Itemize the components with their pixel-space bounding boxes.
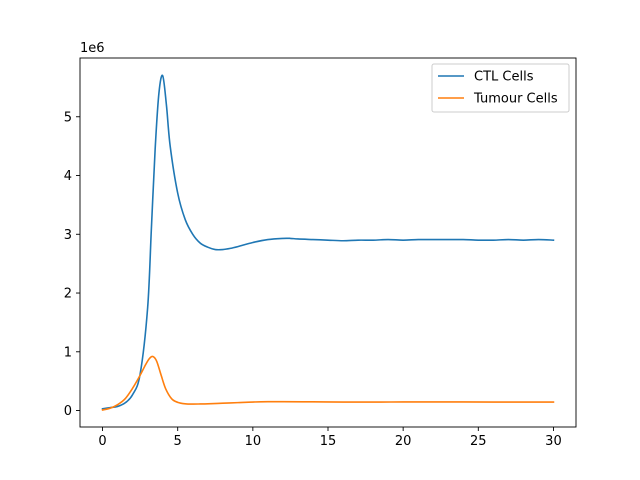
x-tick-label: 10	[245, 434, 262, 449]
y-tick-label: 2	[64, 287, 72, 302]
y-tick-label: 1	[64, 345, 72, 360]
x-tick-label: 20	[395, 434, 412, 449]
axes-layer: 0 5 10 15 20 25 30 0 1 2 3 4 5	[64, 57, 577, 449]
series-line-ctl-cells	[101, 74, 555, 410]
series-line-tumour-cells	[101, 355, 555, 411]
legend-box	[431, 63, 570, 113]
x-tick-label: 15	[320, 434, 337, 449]
x-tick-label: 30	[545, 434, 562, 449]
y-offset-text: 1e6	[80, 41, 105, 56]
series-layer	[101, 74, 555, 411]
plot-area	[80, 58, 576, 427]
y-tick-label: 3	[64, 228, 72, 243]
y-tick-label: 5	[64, 110, 72, 125]
y-tick-label: 0	[64, 404, 72, 419]
legend-label: Tumour Cells	[473, 92, 558, 107]
x-tick-label: 5	[174, 434, 182, 449]
legend-label: CTL Cells	[474, 70, 534, 85]
legend: CTL Cells Tumour Cells	[431, 63, 570, 113]
x-tick-label: 0	[98, 434, 106, 449]
y-tick-label: 4	[64, 169, 72, 184]
x-tick-label: 25	[470, 434, 487, 449]
